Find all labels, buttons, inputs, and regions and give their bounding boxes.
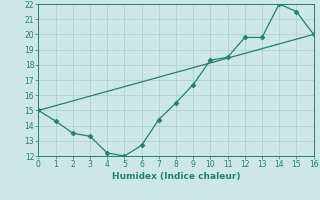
X-axis label: Humidex (Indice chaleur): Humidex (Indice chaleur) — [112, 172, 240, 181]
